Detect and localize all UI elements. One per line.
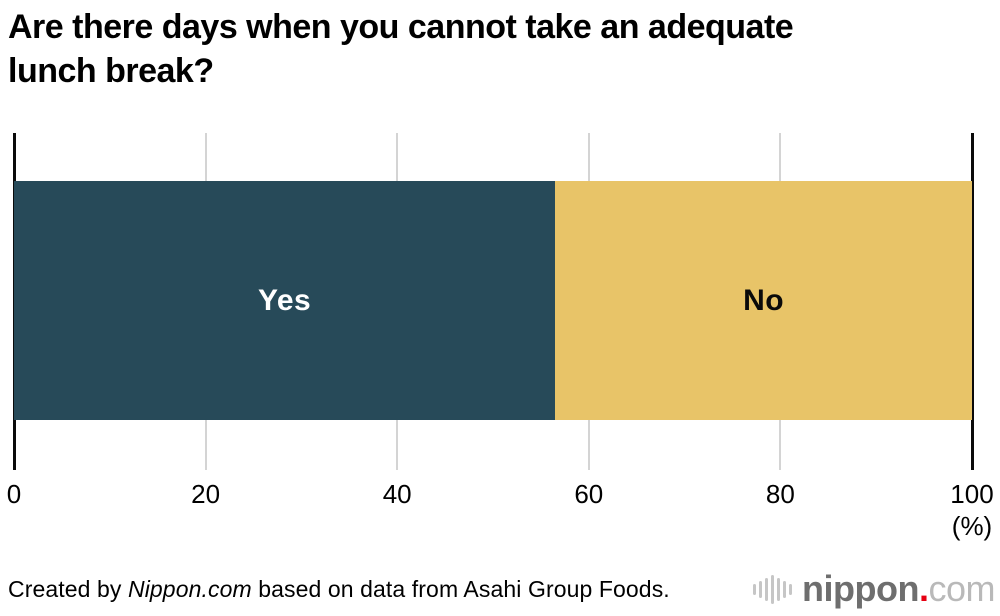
x-tick-label-80: 80 xyxy=(765,479,795,509)
logo-wave-bar xyxy=(765,577,769,601)
logo-wave-bar xyxy=(783,580,787,598)
credit-text: Created by Nippon.com based on data from… xyxy=(8,576,670,603)
x-tick-label-0: 0 xyxy=(6,479,22,509)
nippon-logo: nippon.com xyxy=(753,571,995,607)
soundwave-icon xyxy=(753,574,793,604)
footer: Created by Nippon.com based on data from… xyxy=(8,566,995,612)
logo-wordmark: nippon.com xyxy=(802,571,995,607)
logo-wave-bar xyxy=(777,577,781,601)
bar-segment-no: No xyxy=(555,181,972,420)
credit-site-name: Nippon.com xyxy=(128,575,252,602)
logo-wave-bar xyxy=(789,583,793,595)
stacked-bar: Yes No xyxy=(14,181,972,420)
x-tick-label-100: 100 xyxy=(950,479,994,509)
x-tick-label-60: 60 xyxy=(574,479,604,509)
chart-title-line2: lunch break? xyxy=(8,52,214,91)
logo-wave-bar xyxy=(771,574,775,604)
credit-prefix: Created by xyxy=(8,575,128,602)
logo-dot: . xyxy=(918,568,929,609)
chart-title-line1: Are there days when you cannot take an a… xyxy=(8,8,794,46)
logo-wave-bar xyxy=(753,583,757,595)
bar-label-no: No xyxy=(743,283,785,317)
logo-tld: com xyxy=(928,568,995,609)
x-tick-label-40: 40 xyxy=(382,479,412,509)
axis-line-100 xyxy=(971,133,974,470)
x-axis-unit: (%) xyxy=(951,511,993,541)
logo-name: nippon xyxy=(802,568,919,609)
bar-label-yes: Yes xyxy=(258,283,312,317)
plot-area: Yes No 0 20 40 60 80 100 (%) xyxy=(7,133,994,541)
credit-suffix: based on data from Asahi Group Foods. xyxy=(251,575,670,602)
bar-segment-yes: Yes xyxy=(14,181,556,420)
chart-title: Are there days when you cannot take an a… xyxy=(8,5,968,93)
logo-wave-bar xyxy=(759,580,763,598)
x-tick-label-20: 20 xyxy=(191,479,221,509)
